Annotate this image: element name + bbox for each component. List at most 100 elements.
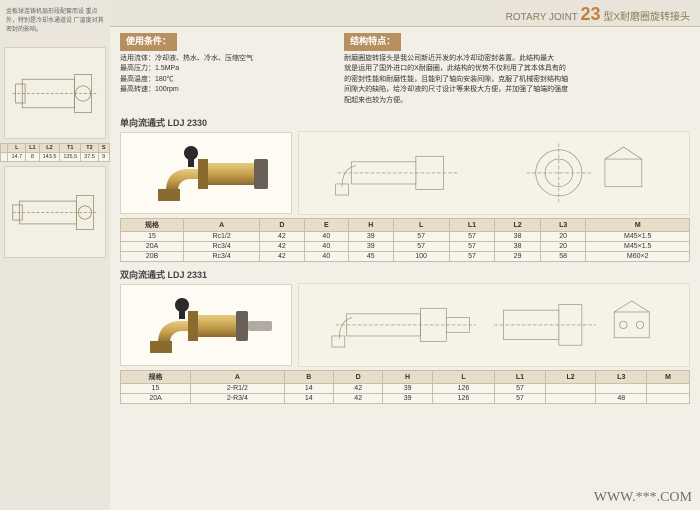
usage-conditions-title: 使用条件： — [120, 33, 177, 51]
product-1-photo — [120, 132, 292, 214]
table-header: M — [586, 219, 690, 232]
product-1-spec-table: 规格ADEHLL1L2L3M 15Rc1/242403957573820M45×… — [120, 218, 690, 262]
table-header: L1 — [449, 219, 495, 232]
table-cell: 39 — [383, 384, 432, 394]
table-cell: 100 — [393, 252, 449, 262]
table-header: L1 — [26, 144, 39, 153]
cond-pressure: 最高压力：1.5MPa — [120, 64, 336, 75]
usage-conditions-box: 使用条件： 适用流体：冷却液、热水、冷水、压缩空气 最高压力：1.5MPa 最高… — [120, 33, 336, 106]
table-cell — [596, 384, 647, 394]
table-cell: 42 — [334, 384, 383, 394]
table-header: L3 — [540, 219, 586, 232]
product-2-spec-table: 规格ABDHLL1L2L3M 152-R1/21442391265720A2-R… — [120, 370, 690, 404]
table-header: L2 — [39, 144, 60, 153]
table-cell: M45×1.5 — [586, 232, 690, 242]
table-cell: 143.5 — [39, 153, 60, 162]
product-2-tech-diagram — [298, 283, 690, 367]
table-header: M — [647, 371, 690, 384]
table-header: A — [184, 219, 260, 232]
table-header: D — [334, 371, 383, 384]
product-1-tech-diagram — [298, 131, 690, 215]
feature-line-2: 就是运用了国外进口的X耐磨圈，此结构的优势不仅利用了其本体具有的 — [344, 64, 690, 75]
header-suffix: 型X耐磨圈旋转接头 — [603, 12, 690, 23]
left-tech-drawing-2 — [8, 172, 103, 253]
table-header: 规格 — [121, 371, 191, 384]
table-cell: 20 — [540, 242, 586, 252]
table-cell: 15 — [121, 384, 191, 394]
left-intro-text: 金板球连铸机扇形段配套而设 重点外，特别是冷却水通道设 厂温度对其密封的影响。 — [0, 0, 110, 43]
table-cell: 38 — [495, 232, 541, 242]
table-cell: 58 — [540, 252, 586, 262]
table-cell: 45 — [349, 252, 393, 262]
table-cell: 40 — [304, 242, 348, 252]
feature-line-5: 配起来也较为方便。 — [344, 96, 690, 107]
left-diagram-1 — [4, 47, 106, 139]
table-row: 152-R1/214423912657 — [121, 384, 690, 394]
product-2-photo — [120, 284, 292, 366]
structure-features-box: 结构特点： 耐磨圈旋转接头是我公司新近开发的水冷却动密封装置。此结构最大 就是运… — [344, 33, 690, 106]
page-header: ROTARY JOINT 23 型X耐磨圈旋转接头 — [110, 0, 700, 27]
table-cell: 8 — [26, 153, 39, 162]
table-cell: 42 — [260, 252, 304, 262]
table-header: L2 — [545, 371, 596, 384]
table-row: 15Rc1/242403957573820M45×1.5 — [121, 232, 690, 242]
table-cell: M45×1.5 — [586, 242, 690, 252]
table-header: T2 — [81, 144, 99, 153]
table-header: L3 — [596, 371, 647, 384]
table-cell: 57 — [449, 252, 495, 262]
table-cell: 20 — [540, 232, 586, 242]
table-cell: 2-R1/2 — [191, 384, 285, 394]
header-page-number: 23 — [581, 4, 601, 24]
feature-line-4: 间隙大的缺陷，给冷却液的尺寸设计等来极大方便，并加强了轴端的强度 — [344, 85, 690, 96]
rotary-joint-icon-2 — [136, 293, 276, 358]
table-cell — [545, 384, 596, 394]
table-header: E — [304, 219, 348, 232]
product-2-section: 双向流通式 LDJ 2331 — [110, 264, 700, 406]
table-cell: 57 — [449, 242, 495, 252]
left-spec-table: LL1L2T1T2S 14.78143.5135.537.59 — [0, 143, 109, 162]
table-cell: 40 — [304, 232, 348, 242]
table-cell: 29 — [495, 252, 541, 262]
table-cell: 14 — [284, 384, 333, 394]
table-header: B — [284, 371, 333, 384]
table-cell: 40 — [304, 252, 348, 262]
table-cell: 57 — [393, 242, 449, 252]
table-cell — [1, 153, 8, 162]
table-header: D — [260, 219, 304, 232]
table-cell: 57 — [495, 394, 546, 404]
table-cell: 57 — [495, 384, 546, 394]
watermark-text: WWW.***.COM — [594, 490, 692, 506]
feature-line-3: 的密封性能和耐磨性能，且能利了轴向安装间隙，克服了机械密封结构轴 — [344, 75, 690, 86]
cond-speed: 最高转速：100rpm — [120, 85, 336, 96]
table-cell: 20A — [121, 242, 184, 252]
rotary-joint-icon-1 — [136, 141, 276, 206]
table-header: H — [349, 219, 393, 232]
table-header: T1 — [60, 144, 81, 153]
table-cell: 42 — [334, 394, 383, 404]
table-cell: 14.7 — [8, 153, 26, 162]
tech-drawing-1 — [309, 136, 680, 210]
table-cell: 126 — [432, 394, 494, 404]
table-cell: 20A — [121, 394, 191, 404]
table-cell — [647, 384, 690, 394]
structure-features-title: 结构特点： — [344, 33, 401, 51]
table-cell: 9 — [98, 153, 109, 162]
table-cell: 37.5 — [81, 153, 99, 162]
table-row: 20ARc3/442403957573820M45×1.5 — [121, 242, 690, 252]
table-cell: Rc3/4 — [184, 252, 260, 262]
table-cell: 39 — [349, 242, 393, 252]
table-cell: 39 — [349, 232, 393, 242]
table-header — [1, 144, 8, 153]
table-cell: 126 — [432, 384, 494, 394]
header-rotary-text: ROTARY JOINT — [506, 12, 578, 23]
table-header: L2 — [495, 219, 541, 232]
feature-line-1: 耐磨圈旋转接头是我公司新近开发的水冷却动密封装置。此结构最大 — [344, 54, 690, 65]
table-header: S — [98, 144, 109, 153]
table-cell: 42 — [260, 242, 304, 252]
table-cell: 39 — [383, 394, 432, 404]
table-cell: 135.5 — [60, 153, 81, 162]
table-cell: Rc3/4 — [184, 242, 260, 252]
table-row: 20BRc3/4424045100572958M60×2 — [121, 252, 690, 262]
table-header: 规格 — [121, 219, 184, 232]
product-1-section: 单向流通式 LDJ 2330 — [110, 112, 700, 264]
